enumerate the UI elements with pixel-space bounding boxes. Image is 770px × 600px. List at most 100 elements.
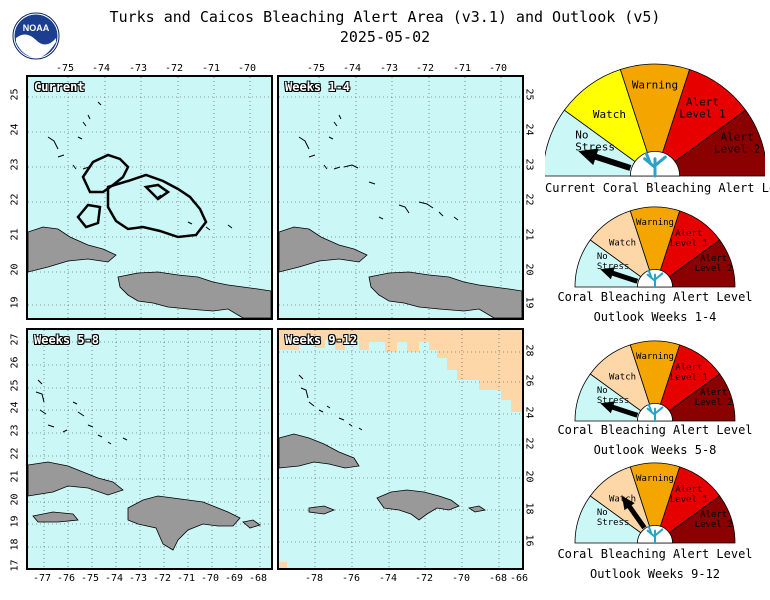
- tick-label-bottom: -70: [201, 573, 220, 584]
- tick-label-left: 20: [9, 493, 21, 506]
- tick-label-right: 22: [523, 193, 535, 206]
- tick-label-top: -74: [343, 63, 362, 74]
- tick-label-right: 23: [523, 158, 535, 171]
- tick-label-top: -74: [92, 63, 111, 74]
- level-label-watch: Watch: [609, 238, 636, 248]
- gauge-caption: Coral Bleaching Alert Level: [557, 290, 753, 304]
- map-weeks-5-8: [28, 330, 271, 568]
- panel-label-weeks-9-12: Weeks 9-12: [285, 333, 358, 347]
- gauge-needle-head: [600, 267, 615, 280]
- tick-label-left: 17: [9, 559, 21, 572]
- tick-label-left: 24: [9, 401, 21, 414]
- level-label-alert-2: Level 2: [695, 520, 733, 530]
- level-label-warning: Warning: [636, 474, 674, 484]
- tick-label-left: 25: [9, 88, 21, 101]
- tick-label-left: 19: [9, 515, 21, 528]
- tick-label-bottom: -74: [105, 573, 124, 584]
- tick-label-top: -72: [416, 63, 435, 74]
- gauge-caption: Coral Bleaching Alert Level: [557, 547, 753, 561]
- coral-icon: [646, 525, 664, 544]
- tick-label-left: 21: [9, 470, 21, 483]
- map-panel-weeks-9-12: Weeks 9-12: [277, 328, 524, 570]
- tick-label-top: -72: [165, 63, 184, 74]
- map-weeks-1-4: [279, 77, 522, 318]
- coral-icon: [646, 403, 664, 422]
- coral-icon: [646, 269, 664, 288]
- tick-label-left: 18: [9, 538, 21, 551]
- level-label-alert-2: Level 2: [714, 143, 760, 156]
- tick-label-bottom: -75: [81, 573, 100, 584]
- level-label-alert-2: Level 2: [695, 264, 733, 274]
- tick-label-right: 25: [523, 88, 535, 101]
- tick-label-right: 22: [523, 437, 535, 450]
- tick-label-left: 21: [9, 228, 21, 241]
- level-label-warning: Warning: [632, 78, 678, 91]
- tick-label-left: 24: [9, 123, 21, 136]
- level-label-alert-2: Alert: [700, 388, 727, 398]
- level-label-no-stress: No: [597, 252, 608, 262]
- gauge-caption: Current Coral Bleaching Alert Level: [545, 181, 770, 195]
- tick-label-right: 19: [523, 296, 535, 309]
- tick-label-bottom: -76: [57, 573, 76, 584]
- tick-label-top: -73: [380, 63, 399, 74]
- level-label-watch: Watch: [609, 372, 636, 382]
- tick-label-bottom: -71: [177, 573, 196, 584]
- tick-label-bottom: -74: [379, 573, 398, 584]
- svg-text:NOAA: NOAA: [23, 23, 50, 33]
- tick-label-top: -75: [307, 63, 326, 74]
- gauge-needle-head: [600, 401, 615, 414]
- tick-label-right: 16: [523, 534, 535, 547]
- tick-label-bottom: -68: [489, 573, 508, 584]
- gauge-needle: [590, 152, 632, 171]
- tick-label-bottom: -68: [249, 573, 268, 584]
- tick-label-right: 20: [523, 263, 535, 276]
- panel-label-weeks-1-4: Weeks 1-4: [285, 80, 351, 94]
- tick-label-bottom: -73: [129, 573, 148, 584]
- level-label-no-stress: Stress: [597, 262, 630, 272]
- tick-label-right: 28: [523, 344, 535, 357]
- tick-label-right: 20: [523, 470, 535, 483]
- tick-label-left: 25: [9, 379, 21, 392]
- map-panel-weeks-1-4: Weeks 1-4: [277, 75, 524, 320]
- tick-label-right: 24: [523, 406, 535, 419]
- tick-label-left: 19: [9, 296, 21, 309]
- level-label-no-stress: Stress: [597, 518, 630, 528]
- level-label-alert-1: Level 1: [679, 107, 725, 120]
- level-label-watch: Watch: [609, 494, 636, 504]
- panel-label-current: Current: [34, 80, 85, 94]
- tick-label-left: 23: [9, 424, 21, 437]
- tick-label-bottom: -78: [305, 573, 324, 584]
- level-label-alert-1: Alert: [675, 229, 702, 239]
- tick-label-top: -70: [489, 63, 508, 74]
- tick-label-right: 21: [523, 228, 535, 241]
- level-label-alert-1: Alert: [686, 95, 719, 108]
- tick-label-bottom: -70: [452, 573, 471, 584]
- level-label-watch: Watch: [593, 108, 626, 121]
- map-panel-current: Current: [26, 75, 273, 320]
- gauge-caption-outlook: Outlook Weeks 1-4: [593, 310, 717, 324]
- tick-label-top: -75: [56, 63, 75, 74]
- main-title: Turks and Caicos Bleaching Alert Area (v…: [109, 8, 661, 26]
- tick-label-bottom: -72: [415, 573, 434, 584]
- map-current: [28, 77, 271, 318]
- level-label-no-stress: No: [597, 386, 608, 396]
- gauge-caption-outlook: Outlook Weeks 5-8: [593, 443, 717, 457]
- tick-label-top: -73: [129, 63, 148, 74]
- tick-label-bottom: -69: [225, 573, 244, 584]
- level-label-no-stress: No: [597, 508, 608, 518]
- tick-label-bottom: -77: [33, 573, 52, 584]
- level-label-alert-1: Level 1: [670, 239, 708, 249]
- map-weeks-9-12: [279, 330, 522, 568]
- map-panel-weeks-5-8: Weeks 5-8: [26, 328, 273, 570]
- tick-label-top: -70: [238, 63, 257, 74]
- tick-label-left: 20: [9, 263, 21, 276]
- tick-label-left: 22: [9, 193, 21, 206]
- level-label-alert-2: Alert: [700, 254, 727, 264]
- level-label-no-stress: Stress: [597, 396, 630, 406]
- gauge-caption: Coral Bleaching Alert Level: [557, 423, 753, 437]
- tick-label-left: 23: [9, 158, 21, 171]
